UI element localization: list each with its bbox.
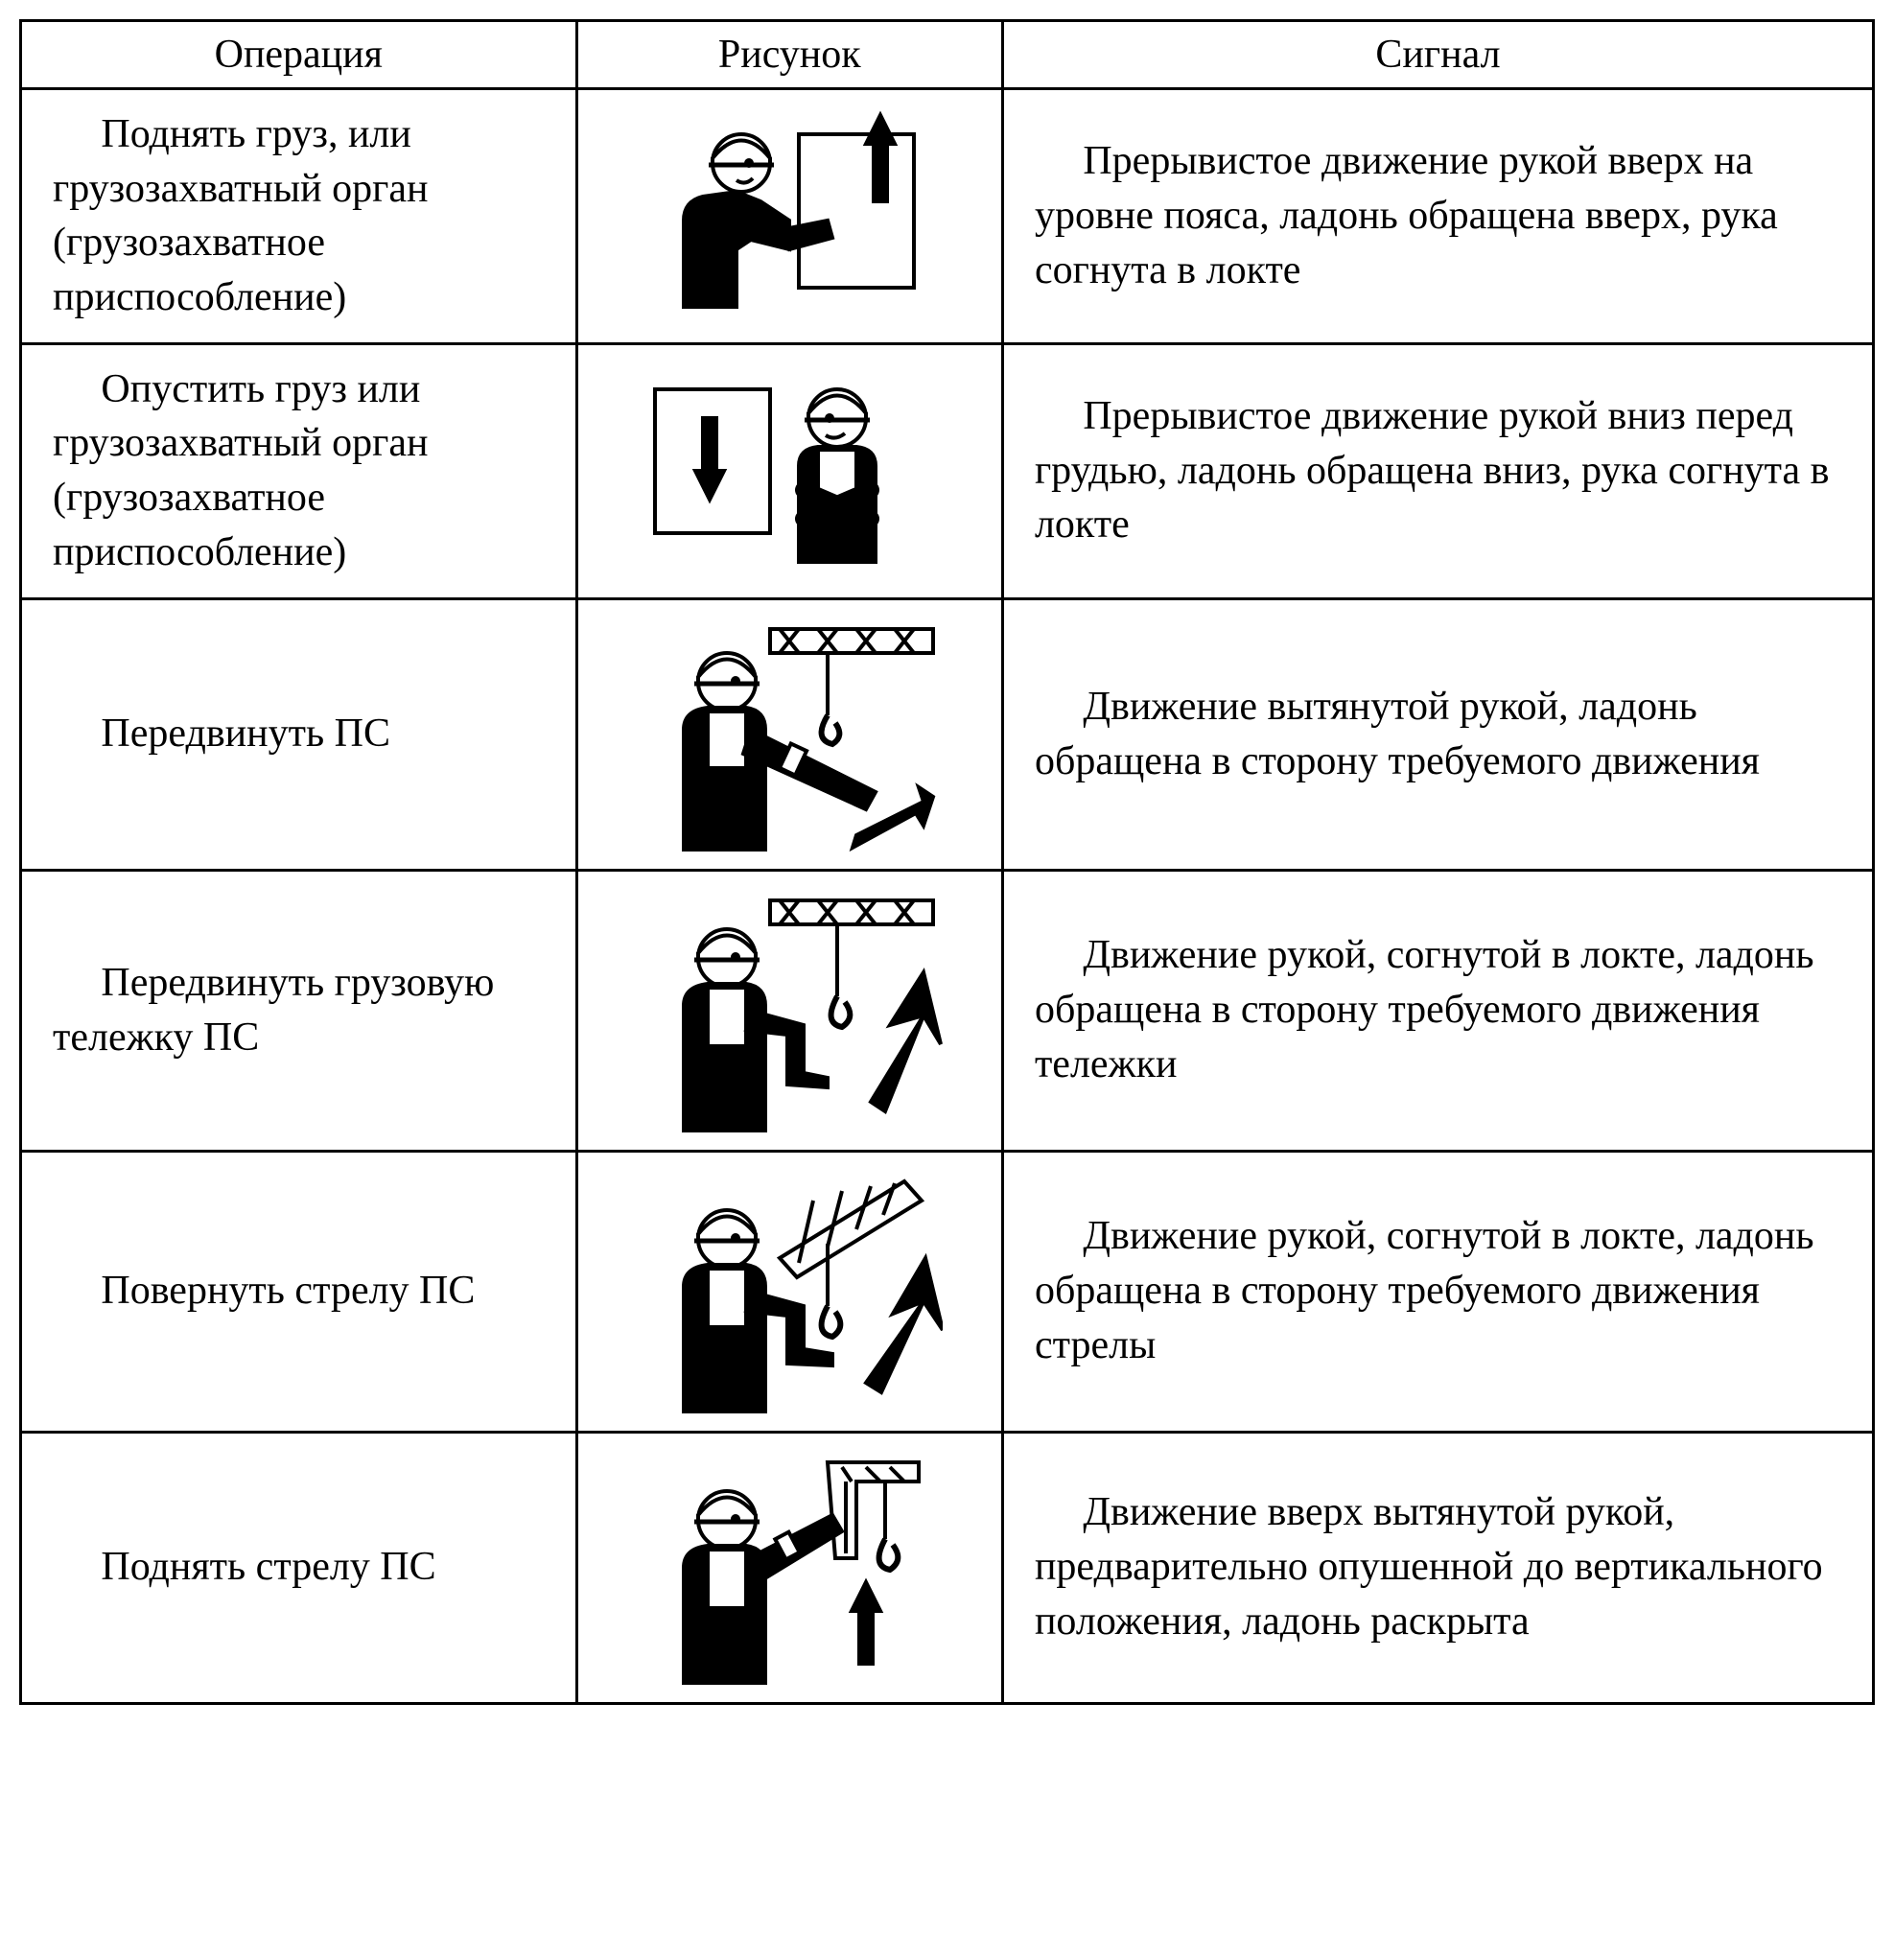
table-row: Передвинуть грузовую тележку ПС bbox=[21, 870, 1874, 1151]
operation-cell: Повернуть стрелу ПС bbox=[21, 1151, 577, 1432]
picture-cell bbox=[576, 870, 1002, 1151]
signal-text: Движение вытянутой рукой, ладонь обращен… bbox=[1035, 685, 1760, 783]
operation-cell: Передвинуть ПС bbox=[21, 598, 577, 870]
signal-cell: Прерывистое движение рукой вниз перед гр… bbox=[1002, 343, 1873, 598]
operation-text: Повернуть стрелу ПС bbox=[101, 1269, 475, 1313]
move-trolley-icon bbox=[636, 881, 943, 1140]
picture-cell bbox=[576, 343, 1002, 598]
operation-cell: Поднять стрелу ПС bbox=[21, 1432, 577, 1703]
operation-text: Передвинуть грузовую тележку ПС bbox=[53, 961, 494, 1060]
header-picture: Рисунок bbox=[576, 21, 1002, 89]
operation-cell: Передвинуть грузовую тележку ПС bbox=[21, 870, 577, 1151]
picture-cell bbox=[576, 89, 1002, 344]
signal-text: Прерывистое движение рукой вниз перед гр… bbox=[1035, 394, 1830, 547]
table-row: Передвинуть ПС bbox=[21, 598, 1874, 870]
table-row: Опустить груз или грузозахватный орган (… bbox=[21, 343, 1874, 598]
picture-cell bbox=[576, 1151, 1002, 1432]
table-header-row: Операция Рисунок Сигнал bbox=[21, 21, 1874, 89]
signal-cell: Движение рукой, согнутой в локте, ладонь… bbox=[1002, 1151, 1873, 1432]
header-operation: Операция bbox=[21, 21, 577, 89]
signal-cell: Движение рукой, согнутой в локте, ладонь… bbox=[1002, 870, 1873, 1151]
operation-text: Опустить груз или грузозахватный орган (… bbox=[53, 367, 428, 574]
signal-text: Движение рукой, согнутой в локте, ладонь… bbox=[1035, 933, 1814, 1085]
signal-cell: Движение вверх вытянутой рукой, предвари… bbox=[1002, 1432, 1873, 1703]
signal-text: Движение вверх вытянутой рукой, предвари… bbox=[1035, 1490, 1823, 1643]
operation-text: Передвинуть ПС bbox=[101, 712, 390, 756]
table-row: Поднять стрелу ПС bbox=[21, 1432, 1874, 1703]
raise-boom-icon bbox=[636, 1443, 943, 1692]
signals-table: Операция Рисунок Сигнал Поднять груз, ил… bbox=[19, 19, 1875, 1705]
move-ps-icon bbox=[636, 610, 943, 859]
header-signal: Сигнал bbox=[1002, 21, 1873, 89]
operation-text: Поднять стрелу ПС bbox=[101, 1545, 435, 1589]
picture-cell bbox=[576, 1432, 1002, 1703]
table-row: Повернуть стрелу ПС bbox=[21, 1151, 1874, 1432]
operation-cell: Поднять груз, или грузозахватный орган (… bbox=[21, 89, 577, 344]
lower-down-icon bbox=[645, 361, 933, 581]
operation-cell: Опустить груз или грузозахватный орган (… bbox=[21, 343, 577, 598]
lift-up-icon bbox=[645, 105, 933, 326]
signal-cell: Прерывистое движение рукой вверх на уров… bbox=[1002, 89, 1873, 344]
picture-cell bbox=[576, 598, 1002, 870]
signal-text: Прерывистое движение рукой вверх на уров… bbox=[1035, 139, 1778, 292]
signal-cell: Движение вытянутой рукой, ладонь обращен… bbox=[1002, 598, 1873, 870]
signal-text: Движение рукой, согнутой в локте, ладонь… bbox=[1035, 1214, 1814, 1366]
table-row: Поднять груз, или грузозахватный орган (… bbox=[21, 89, 1874, 344]
turn-boom-icon bbox=[636, 1162, 943, 1421]
operation-text: Поднять груз, или грузозахватный орган (… bbox=[53, 112, 428, 319]
